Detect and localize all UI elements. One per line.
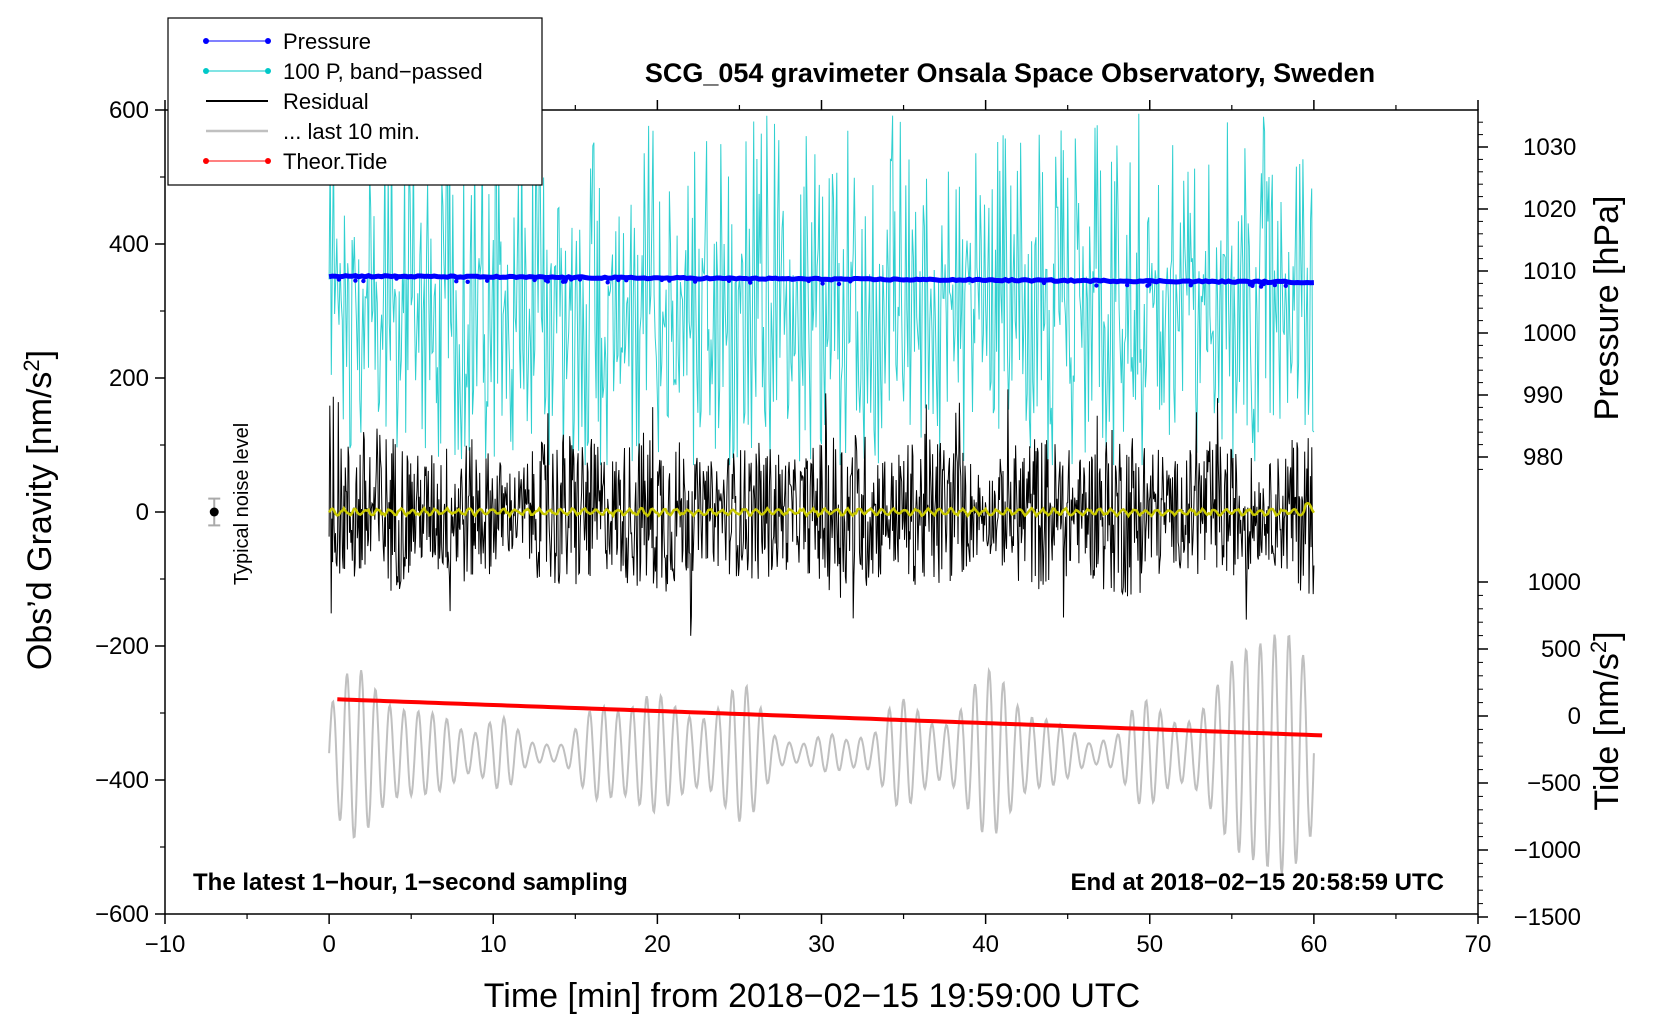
legend-label: Theor.Tide: [283, 149, 387, 174]
legend-marker: [203, 68, 209, 74]
pressure-point: [394, 276, 399, 281]
legend-label: Pressure: [283, 29, 371, 54]
x-tick-label: 10: [480, 931, 507, 958]
legend-marker: [265, 68, 271, 74]
legend-label: Residual: [283, 89, 369, 114]
pressure-point: [1272, 282, 1278, 288]
y-tick-label: −400: [95, 767, 149, 794]
y-tick-label: −600: [95, 901, 149, 928]
series-residual-line: [328, 389, 1315, 636]
tide-tick-label: 1000: [1528, 569, 1581, 596]
x-tick-label: 0: [322, 931, 335, 958]
pressure-point: [560, 279, 566, 284]
pressure-point: [1250, 282, 1255, 287]
y-tick-label: 200: [109, 365, 149, 392]
pressure-point: [748, 280, 753, 285]
series-last-10-min-line: [328, 634, 1315, 875]
pressure-point: [1258, 284, 1264, 289]
x-axis-title: Time [min] from 2018−02−15 19:59:00 UTC: [484, 977, 1140, 1015]
pressure-point: [692, 279, 698, 284]
y-axis-title-tide: Tide [nm/s2]: [1586, 631, 1626, 810]
annotation-left: The latest 1−hour, 1−second sampling: [193, 869, 628, 896]
pressure-point: [624, 278, 629, 283]
tide-tick-label: 0: [1568, 703, 1581, 730]
axis-ticks: −10 0 10 20 30 40 50 60 706004002000−200−400−600…: [95, 97, 1581, 958]
y-tick-label: 0: [136, 499, 149, 526]
x-tick-label: 40: [972, 931, 999, 958]
tide-tick-label: −500: [1527, 770, 1581, 797]
y-tick-label: 600: [109, 97, 149, 124]
x-tick-label: −10: [145, 931, 186, 958]
pressure-point: [1283, 283, 1289, 288]
pressure-point: [820, 281, 825, 286]
chart-title: SCG_054 gravimeter Onsala Space Observat…: [645, 58, 1375, 88]
pressure-point: [605, 280, 610, 285]
legend-marker: [265, 38, 271, 44]
pressure-point: [361, 278, 366, 284]
pressure-tick-label: 990: [1523, 382, 1563, 409]
pressure-point: [485, 278, 490, 283]
pressure-tick-label: 1000: [1523, 320, 1576, 347]
legend-marker: [203, 158, 209, 164]
y-tick-label: −200: [95, 633, 149, 660]
pressure-point: [616, 277, 621, 283]
pressure-point: [353, 278, 358, 283]
tide-tick-label: −1000: [1514, 837, 1581, 864]
x-tick-label: 60: [1301, 931, 1328, 958]
y-tick-label: 400: [109, 231, 149, 258]
tide-tick-label: −1500: [1514, 904, 1581, 931]
pressure-point: [848, 279, 853, 284]
pressure-point: [569, 277, 574, 282]
pressure-point: [1094, 283, 1099, 288]
y-axis-title-left: Obs’d Gravity [nm/s2]: [19, 350, 59, 670]
pressure-point: [836, 281, 842, 287]
noise-dot: [209, 507, 219, 517]
x-tick-label: 50: [1136, 931, 1163, 958]
legend-label: ... last 10 min.: [283, 119, 420, 144]
pressure-tick-label: 1030: [1523, 134, 1576, 161]
pressure-point: [1041, 280, 1047, 286]
y-axis-title-pressure: Pressure [hPa]: [1588, 196, 1626, 421]
pressure-point: [1188, 283, 1194, 288]
x-tick-label: 30: [808, 931, 835, 958]
x-tick-label: 20: [644, 931, 671, 958]
legend-marker: [265, 158, 271, 164]
pressure-point: [336, 277, 342, 282]
pressure-point: [454, 279, 459, 284]
pressure-point: [1125, 282, 1130, 288]
pressure-point: [726, 278, 732, 283]
pressure-point: [1147, 282, 1152, 287]
legend-marker: [203, 38, 209, 44]
pressure-point: [806, 278, 811, 284]
noise-label: Typical noise level: [231, 423, 253, 585]
pressure-point: [577, 277, 583, 282]
pressure-point: [659, 277, 664, 283]
pressure-point: [465, 279, 470, 284]
pressure-point: [1261, 281, 1267, 287]
pressure-point: [543, 278, 549, 283]
x-tick-label: 70: [1465, 931, 1492, 958]
legend: Pressure 100 P, band−passed Residual ... la…: [167, 17, 543, 186]
pressure-tick-label: 1010: [1523, 258, 1576, 285]
legend-label: 100 P, band−passed: [283, 59, 483, 84]
tide-tick-label: 500: [1541, 636, 1581, 663]
series-smoothed-residual-line: [328, 501, 1315, 519]
series-theor-tide-line: [337, 697, 1323, 738]
pressure-point: [532, 277, 537, 283]
annotation-right: End at 2018−02−15 20:58:59 UTC: [1070, 869, 1444, 896]
pressure-tick-label: 1020: [1523, 196, 1576, 223]
pressure-point: [667, 278, 672, 283]
series-pressure-line: [328, 273, 1314, 286]
series-band-passed-line: [328, 113, 1315, 466]
pressure-tick-label: 980: [1523, 444, 1563, 471]
series-layer: [328, 113, 1323, 875]
noise-marker: Typical noise level: [208, 423, 253, 585]
